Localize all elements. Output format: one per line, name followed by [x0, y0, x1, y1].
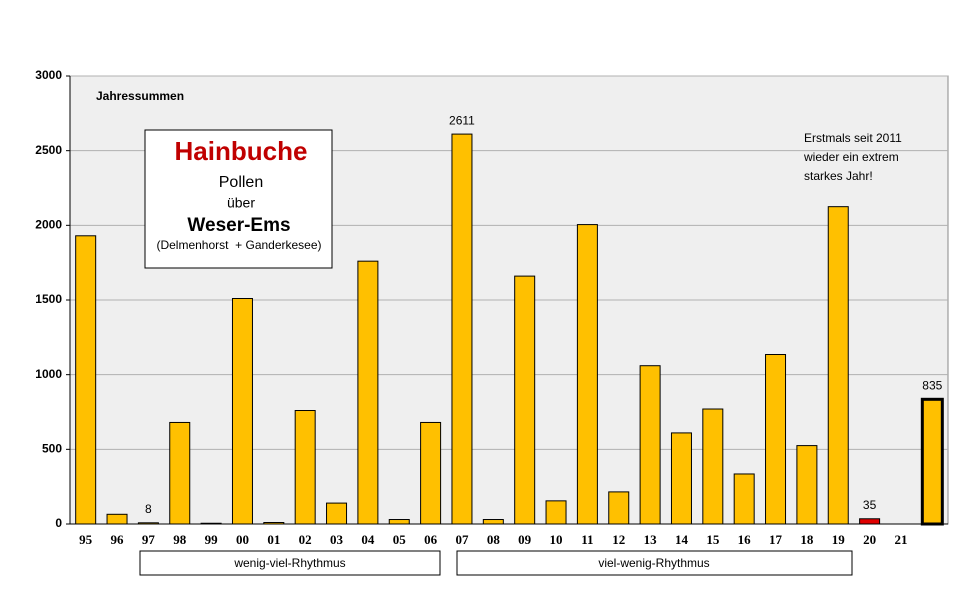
- bar: [639, 365, 661, 525]
- x-tick-label: 05: [393, 532, 407, 547]
- note-line: Erstmals seit 2011: [804, 131, 902, 145]
- x-tick-label: 17: [769, 532, 783, 547]
- rhythm-box: [139, 550, 441, 576]
- x-tick-label: 97: [142, 532, 156, 547]
- note-line: wieder ein extrem: [803, 150, 899, 164]
- x-tick-label: 03: [330, 532, 344, 547]
- x-tick-label: 11: [581, 532, 593, 547]
- bar: [231, 298, 253, 525]
- bar: [608, 491, 630, 525]
- value-label: 2611: [449, 113, 475, 127]
- x-tick-label: 19: [832, 532, 846, 547]
- info-title: Hainbuche: [175, 136, 308, 166]
- bar: [482, 519, 504, 525]
- y-tick-label: 2000: [35, 218, 62, 232]
- x-tick-label: 96: [111, 532, 125, 547]
- bar: [514, 275, 536, 525]
- bar: [388, 519, 410, 525]
- x-tick-label: 21: [894, 532, 907, 547]
- y-tick-label: 1000: [35, 367, 62, 381]
- info-box: [144, 129, 333, 269]
- x-tick-label: 04: [361, 532, 375, 547]
- x-tick-label: 99: [205, 532, 219, 547]
- y-label: Jahressummen: [96, 89, 184, 103]
- y-tick-label: 1500: [35, 292, 62, 306]
- bar: [545, 500, 567, 525]
- value-label: 835: [922, 378, 942, 392]
- note-line: starkes Jahr!: [804, 169, 873, 183]
- bar: [357, 260, 379, 525]
- x-tick-label: 12: [612, 532, 625, 547]
- bar: [169, 421, 191, 525]
- x-tick-label: 01: [267, 532, 280, 547]
- info-line: (Delmenhorst + Ganderkesee): [156, 238, 321, 252]
- bar: [326, 502, 348, 525]
- y-tick-label: 2500: [35, 143, 62, 157]
- bar: [827, 206, 849, 525]
- value-label: 35: [863, 498, 877, 512]
- x-tick-label: 00: [236, 532, 249, 547]
- x-tick-label: 09: [518, 532, 532, 547]
- info-line: Pollen: [219, 174, 263, 191]
- rhythm-box: [456, 550, 853, 576]
- y-tick-label: 3000: [35, 68, 62, 82]
- bar: [733, 473, 755, 525]
- bar: [796, 445, 818, 525]
- x-tick-label: 18: [800, 532, 814, 547]
- x-tick-label: 10: [550, 532, 563, 547]
- x-tick-label: 13: [644, 532, 658, 547]
- bar: [75, 235, 97, 525]
- x-tick-label: 07: [455, 532, 469, 547]
- bar: [420, 421, 442, 525]
- info-line: Weser-Ems: [187, 215, 290, 236]
- bar: [576, 224, 598, 525]
- x-tick-label: 08: [487, 532, 501, 547]
- rhythm-label: viel-wenig-Rhythmus: [598, 556, 709, 570]
- bar: [451, 133, 473, 525]
- bar: [106, 513, 128, 525]
- x-tick-label: 14: [675, 532, 689, 547]
- bar: [859, 518, 881, 525]
- y-tick-label: 0: [55, 516, 62, 530]
- rhythm-label: wenig-viel-Rhythmus: [233, 556, 345, 570]
- x-tick-label: 06: [424, 532, 438, 547]
- x-tick-label: 20: [863, 532, 876, 547]
- bar: [294, 410, 316, 525]
- bar: [702, 408, 724, 525]
- bar: [920, 397, 944, 526]
- bar: [670, 432, 692, 525]
- info-line: über: [227, 195, 255, 211]
- x-tick-label: 98: [173, 532, 187, 547]
- x-tick-label: 15: [706, 532, 720, 547]
- x-tick-label: 02: [299, 532, 312, 547]
- value-label: 8: [145, 502, 152, 516]
- x-tick-label: 16: [738, 532, 752, 547]
- y-tick-label: 500: [42, 442, 62, 456]
- x-tick-label: 95: [79, 532, 93, 547]
- bar: [765, 354, 787, 525]
